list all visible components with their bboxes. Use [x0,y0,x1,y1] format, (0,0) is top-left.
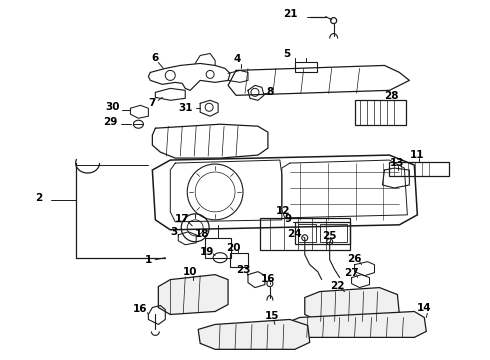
Text: 22: 22 [330,280,345,291]
Bar [205,238,231,258]
Text: 1: 1 [145,255,152,265]
Text: 12: 12 [275,206,290,216]
Text: 14: 14 [417,302,432,312]
Bar [295,62,317,72]
Text: 29: 29 [103,117,118,127]
Bar [319,224,346,242]
Text: 20: 20 [226,243,240,253]
Text: 30: 30 [105,102,120,112]
Bar [295,222,349,244]
Text: 19: 19 [200,247,214,257]
Text: 16: 16 [133,305,147,315]
Text: 23: 23 [236,265,250,275]
Text: 28: 28 [384,91,399,101]
Text: 21: 21 [284,9,298,19]
Text: 26: 26 [347,254,362,264]
Polygon shape [290,311,426,337]
Text: 6: 6 [152,54,159,63]
Text: 2: 2 [35,193,43,203]
Text: 3: 3 [171,227,178,237]
Bar [298,224,316,242]
Text: 24: 24 [288,229,302,239]
Text: 27: 27 [344,267,359,278]
Text: 8: 8 [266,87,273,97]
Text: 5: 5 [283,49,291,59]
Text: 15: 15 [265,311,279,321]
Text: 7: 7 [148,98,156,108]
Polygon shape [198,319,310,349]
Text: 16: 16 [261,274,275,284]
Polygon shape [305,288,399,321]
Text: 25: 25 [322,231,337,241]
Text: 9: 9 [284,214,292,224]
Bar [260,218,349,250]
Text: 31: 31 [178,103,193,113]
Text: 4: 4 [233,54,241,64]
Text: 13: 13 [390,158,405,168]
Text: 18: 18 [195,229,209,239]
Bar [355,100,406,125]
Text: 11: 11 [410,150,424,160]
Bar [390,162,449,176]
Bar [230,253,248,267]
Polygon shape [158,275,228,315]
Text: 17: 17 [175,214,190,224]
Text: 10: 10 [183,267,197,276]
